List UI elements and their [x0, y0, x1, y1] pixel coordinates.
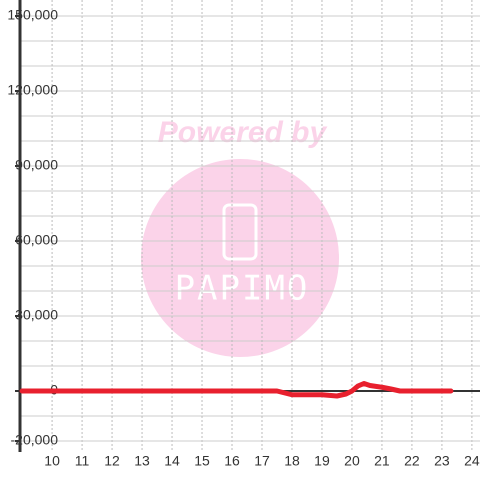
watermark-text: Powered by	[158, 116, 328, 149]
x-tick-label: 16	[224, 453, 240, 469]
x-tick-label: 17	[254, 453, 270, 469]
x-tick-label: 22	[404, 453, 420, 469]
x-tick-label: 13	[134, 453, 150, 469]
watermark-logo: PAPIMO	[175, 269, 310, 309]
y-tick-label: 120,000	[7, 82, 58, 98]
x-tick-label: 12	[104, 453, 120, 469]
x-tick-label: 14	[164, 453, 180, 469]
y-tick-label: 150,000	[7, 7, 58, 23]
y-tick-label: 30,000	[15, 307, 58, 323]
y-tick-label: 60,000	[15, 232, 58, 248]
x-tick-label: 21	[374, 453, 390, 469]
x-tick-label: 11	[75, 453, 90, 469]
x-tick-label: 15	[194, 453, 210, 469]
x-tick-label: 10	[44, 453, 60, 469]
data-line	[19, 381, 454, 399]
watermark-phone	[222, 203, 258, 261]
watermark: Powered by PAPIMO	[141, 116, 339, 357]
x-tick-label: 20	[344, 453, 360, 469]
x-tick-label: 24	[464, 453, 480, 469]
x-tick-label: 18	[284, 453, 300, 469]
x-tick-label: 19	[314, 453, 330, 469]
x-tick-label: 23	[434, 453, 450, 469]
y-tick-label: -20,000	[11, 432, 59, 448]
y-tick-label: 90,000	[15, 157, 58, 173]
